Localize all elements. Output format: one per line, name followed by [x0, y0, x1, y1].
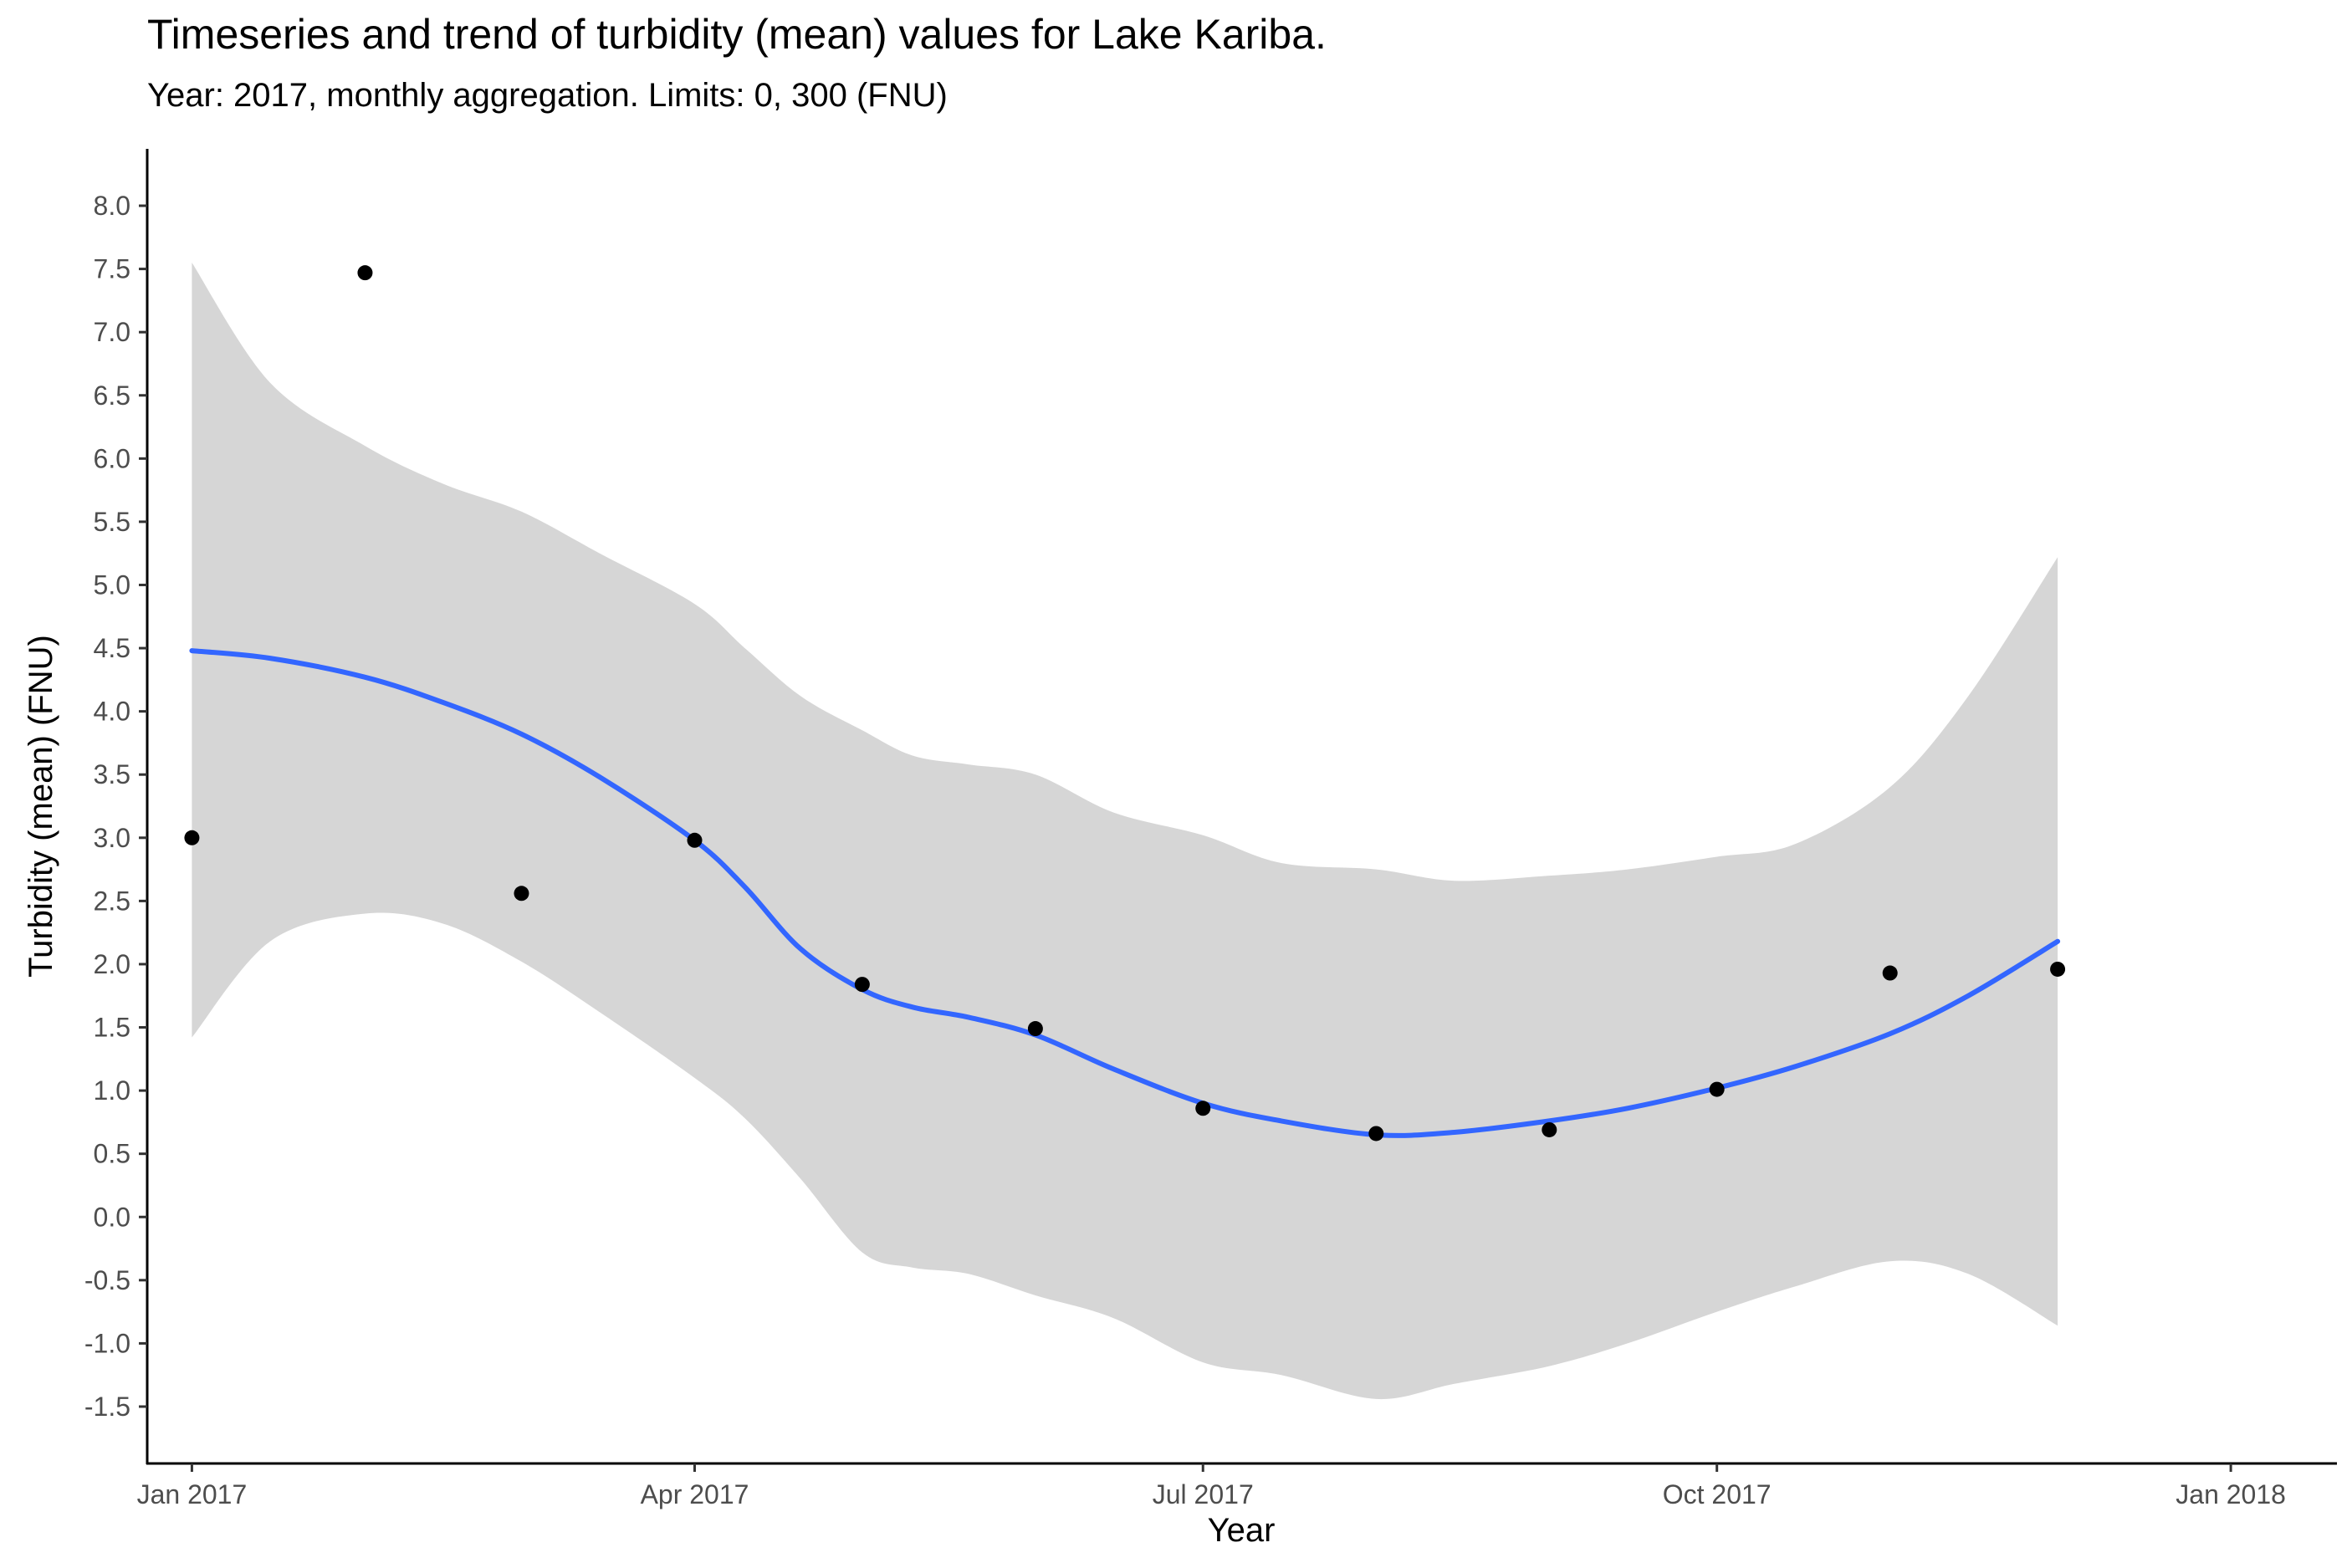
x-tick-label: Oct 2017 — [1663, 1479, 1772, 1509]
y-tick-label: 2.0 — [94, 949, 130, 979]
data-point — [184, 830, 200, 845]
data-point — [854, 977, 870, 993]
x-axis-ticks: Jan 2017 Apr 2017 Jul 2017 Oct 2017 Jan 2018 — [137, 1463, 2286, 1509]
y-tick-label: -1.5 — [84, 1392, 130, 1422]
x-tick-label: Jul 2017 — [1153, 1479, 1254, 1509]
y-axis-ticks: -1.5 -1.0 -0.5 0.0 0.5 1.0 1.5 2.0 2.5 3.0 3.5 4.0 4… — [84, 191, 147, 1422]
y-tick-label: 4.5 — [94, 633, 130, 663]
data-point — [1542, 1121, 1557, 1137]
y-tick-label: 8.0 — [94, 191, 130, 221]
data-point — [1027, 1021, 1043, 1037]
y-tick-label: 6.5 — [94, 381, 130, 411]
x-tick-label: Jan 2018 — [2176, 1479, 2286, 1509]
y-tick-label: 7.5 — [94, 254, 130, 284]
data-point — [1368, 1126, 1384, 1142]
y-tick-label: 1.0 — [94, 1075, 130, 1106]
data-point — [1709, 1081, 1725, 1097]
y-tick-label: 0.0 — [94, 1202, 130, 1232]
x-tick-label: Jan 2017 — [137, 1479, 248, 1509]
x-axis-title: Year — [1208, 1512, 1276, 1549]
data-point — [687, 832, 703, 848]
y-tick-label: 5.5 — [94, 507, 130, 537]
data-point — [2050, 961, 2066, 977]
chart-title: Timeseries and trend of turbidity (mean)… — [147, 11, 1327, 58]
y-tick-label: 6.0 — [94, 443, 130, 473]
y-tick-label: -1.0 — [84, 1328, 130, 1358]
y-tick-label: 7.0 — [94, 317, 130, 347]
data-point — [514, 886, 529, 901]
y-tick-label: 4.0 — [94, 697, 130, 727]
chart-subtitle: Year: 2017, monthly aggregation. Limits:… — [147, 77, 948, 114]
y-tick-label: 3.0 — [94, 823, 130, 853]
y-tick-label: 2.5 — [94, 886, 130, 916]
data-point — [357, 265, 373, 281]
data-point — [1882, 965, 1898, 981]
y-tick-label: 5.0 — [94, 569, 130, 600]
data-point — [1195, 1101, 1211, 1116]
y-tick-label: 0.5 — [94, 1139, 130, 1169]
y-tick-label: -0.5 — [84, 1265, 130, 1295]
y-tick-label: 3.5 — [94, 759, 130, 789]
confidence-ribbon-layer — [192, 263, 2058, 1400]
points-layer — [184, 265, 2066, 1142]
axes-layer — [146, 149, 2337, 1465]
y-tick-label: 1.5 — [94, 1013, 130, 1043]
y-axis-title: Turbidity (mean) (FNU) — [23, 635, 59, 978]
x-tick-label: Apr 2017 — [641, 1479, 749, 1509]
confidence-ribbon — [192, 263, 2058, 1400]
